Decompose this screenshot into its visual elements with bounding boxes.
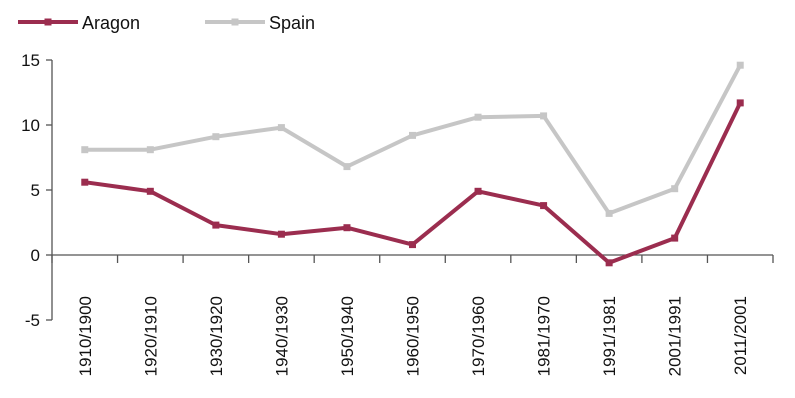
- x-tick-label: 2001/1991: [666, 296, 685, 376]
- data-point-aragon: [146, 187, 154, 195]
- x-tick-label: 1960/1950: [404, 296, 423, 376]
- y-tick-label: -5: [25, 311, 40, 330]
- series-lines: [81, 61, 744, 267]
- legend-label-spain: Spain: [269, 13, 315, 33]
- x-tick-label: 1930/1920: [207, 296, 226, 376]
- data-point-spain: [81, 146, 89, 154]
- data-point-spain: [540, 112, 548, 120]
- data-point-spain: [277, 124, 285, 132]
- x-tick-label: 1970/1960: [469, 296, 488, 376]
- x-tick-label: 1981/1970: [535, 296, 554, 376]
- data-point-aragon: [277, 230, 285, 238]
- x-axis: 1910/1900 1920/1910 1930/1920 1940/1930 1950…: [51, 254, 774, 376]
- y-axis: -5 0 5 10 15: [21, 51, 53, 330]
- y-tick-label: 15: [21, 51, 40, 70]
- data-point-spain: [605, 209, 613, 217]
- data-point-aragon: [343, 224, 351, 232]
- x-tick-label: 1940/1930: [272, 296, 291, 376]
- series-line-aragon: [82, 100, 743, 265]
- data-point-spain: [212, 133, 220, 141]
- series-line-spain: [82, 63, 743, 216]
- y-tick-label: 0: [31, 246, 40, 265]
- data-point-spain: [146, 146, 154, 154]
- data-point-spain: [736, 61, 744, 69]
- data-point-aragon: [212, 221, 220, 229]
- data-point-aragon: [736, 99, 744, 107]
- data-point-spain: [409, 131, 416, 139]
- data-point-aragon: [605, 259, 613, 267]
- data-point-aragon: [81, 178, 89, 186]
- data-point-spain: [474, 113, 482, 121]
- x-tick-label: 1910/1900: [76, 296, 95, 376]
- y-tick-label: 5: [31, 181, 40, 200]
- data-point-aragon: [409, 241, 416, 249]
- x-tick-label: 1920/1910: [141, 296, 160, 376]
- y-tick-label: 10: [21, 116, 40, 135]
- legend-marker-spain: [231, 18, 239, 26]
- x-tick-label: 1991/1981: [600, 296, 619, 376]
- legend-label-aragon: Aragon: [82, 13, 140, 33]
- data-point-aragon: [540, 202, 548, 210]
- data-point-aragon: [671, 234, 679, 242]
- data-point-spain: [343, 163, 351, 171]
- data-point-spain: [671, 185, 679, 193]
- legend: Aragon Spain: [18, 13, 315, 33]
- data-point-aragon: [474, 187, 482, 195]
- legend-marker-aragon: [44, 18, 52, 26]
- x-tick-label: 1950/1940: [338, 296, 357, 376]
- x-tick-label: 2011/2001: [731, 296, 750, 375]
